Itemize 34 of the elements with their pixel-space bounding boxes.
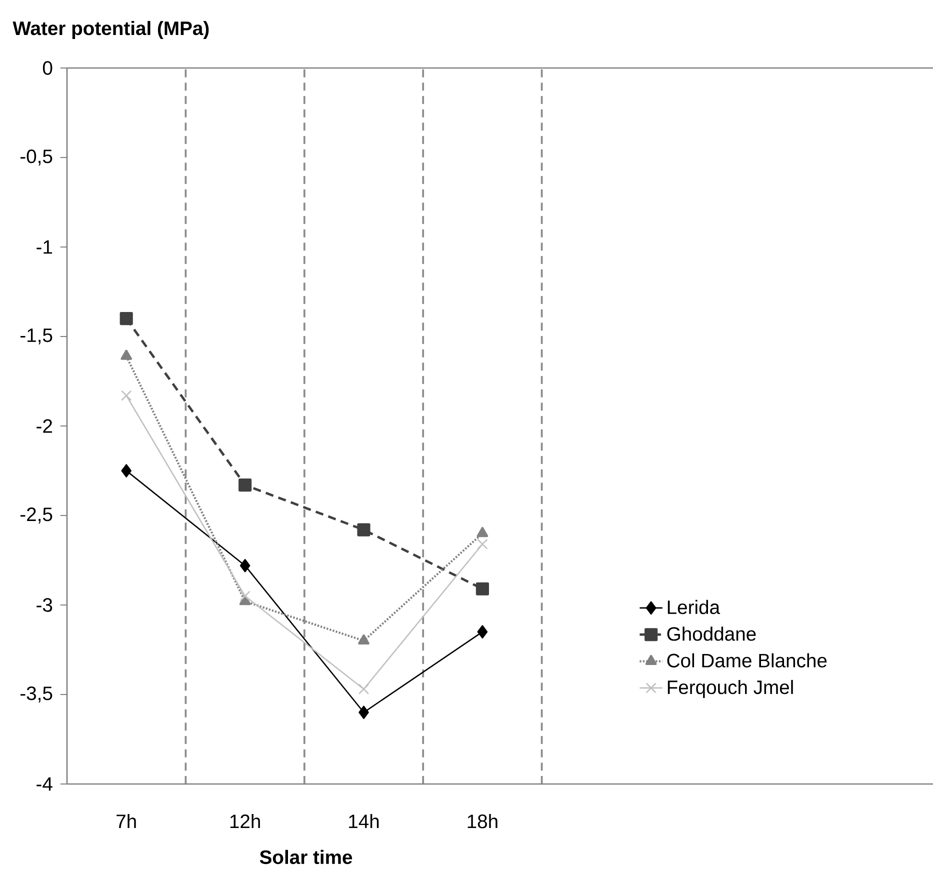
- y-tick-label: -3,5: [20, 686, 52, 702]
- x-tick-label: 12h: [230, 814, 260, 828]
- point: [240, 590, 250, 602]
- point: [238, 478, 252, 492]
- point: [240, 558, 250, 572]
- y-tick-label: -2,5: [20, 507, 52, 524]
- y-tick-label: -1,5: [20, 328, 52, 344]
- legend-label: Ferqouch Jmel: [668, 680, 793, 698]
- y-tick-label: -0,5: [20, 149, 52, 166]
- x-tick-label: 14h: [349, 814, 379, 828]
- point: [476, 526, 488, 538]
- point: [358, 684, 370, 694]
- y-tick-label: -4: [36, 777, 52, 791]
- point: [477, 625, 488, 639]
- legend-label: Lerida: [668, 600, 720, 614]
- point: [120, 390, 132, 401]
- y-tick-label: -2: [36, 419, 52, 433]
- x-tick-label: 18h: [468, 814, 498, 828]
- point: [476, 582, 489, 596]
- y-axis-title: Water potential (MPa): [12, 20, 209, 39]
- legend-label: Ghoddane: [667, 626, 756, 641]
- point: [120, 350, 132, 360]
- point: [121, 464, 132, 478]
- point: [358, 634, 370, 645]
- point: [120, 312, 133, 326]
- x-axis-title: Solar time: [260, 850, 352, 864]
- x-tick-label: 7h: [116, 814, 136, 828]
- point: [358, 706, 369, 720]
- point: [357, 523, 370, 536]
- point: [477, 538, 488, 550]
- y-tick-label: -3: [36, 598, 52, 612]
- legend-label: Col Dame Blanche: [667, 653, 827, 668]
- y-tick-label: 0: [42, 61, 52, 75]
- y-tick-label: -1: [36, 240, 52, 254]
